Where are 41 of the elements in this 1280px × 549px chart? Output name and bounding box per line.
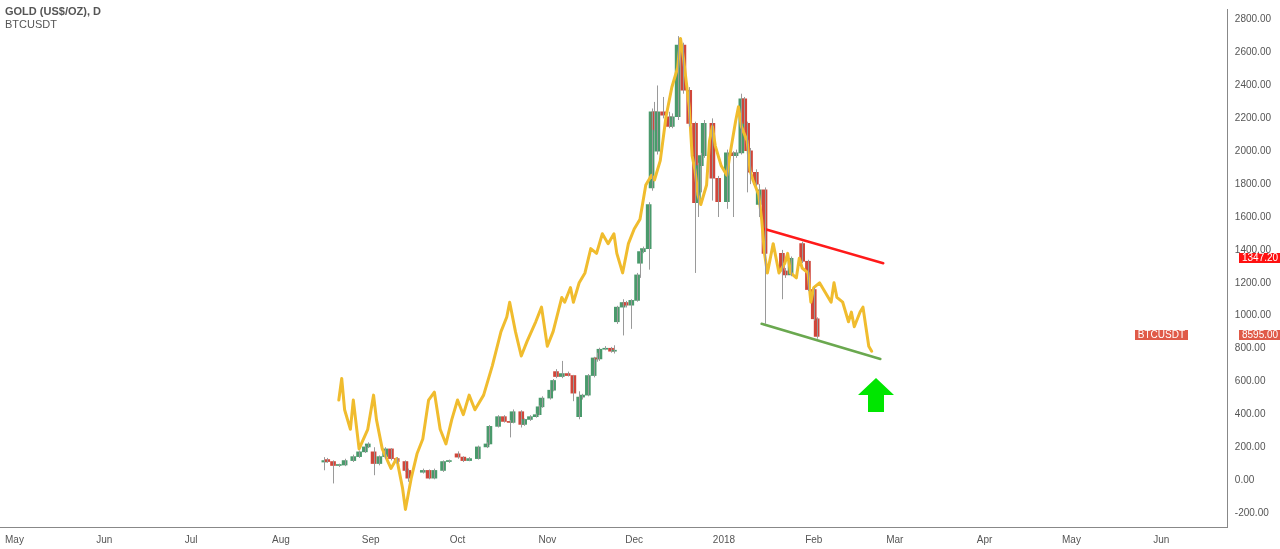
x-tick-label: Oct (449, 533, 466, 545)
text: 1347.20 (1239, 252, 1280, 263)
x-tick-label: Apr (976, 533, 994, 545)
y-tick-label: 1400.00 (1234, 243, 1272, 255)
x-tick-label: Jun (1153, 533, 1170, 545)
x-tick-label: Jul (184, 533, 198, 545)
y-tick-label: 1200.00 (1234, 276, 1272, 288)
y-tick-label: 2600.00 (1234, 46, 1272, 58)
candlestick (558, 360, 565, 379)
x-tick-label: May (5, 533, 24, 545)
candlestick (466, 456, 472, 462)
y-tick-label: 0.00 (1234, 473, 1255, 485)
x-tick-label: Nov (538, 533, 557, 545)
x-tick-label: Dec (625, 533, 644, 545)
y-tick-label: 600.00 (1234, 375, 1266, 387)
candlestick (419, 468, 426, 475)
text: BTCUSDT (5, 18, 57, 31)
y-tick-label: 400.00 (1234, 408, 1266, 420)
candlestick (501, 414, 507, 424)
y-tick-label: 1800.00 (1234, 177, 1272, 189)
x-tick-label: 2018 (712, 533, 736, 545)
y-tick-label: 800.00 (1234, 342, 1266, 354)
y-tick-label: 2000.00 (1234, 144, 1272, 156)
x-tick-label: Feb (805, 533, 823, 545)
candlestick (553, 368, 559, 379)
chart-title: GOLD (US$/OZ), D (5, 5, 101, 18)
text: 8595.00 (1239, 329, 1280, 340)
y-tick-label: 1000.00 (1234, 309, 1272, 321)
annotation: BTCUSDT (1134, 329, 1188, 340)
y-tick-label: 1600.00 (1234, 210, 1272, 222)
y-tick-label: -200.00 (1234, 506, 1270, 518)
y-tick-label: 2800.00 (1234, 13, 1272, 25)
y-tick-label: 2200.00 (1234, 112, 1272, 124)
x-tick-label: Sep (361, 533, 381, 545)
x-tick-label: May (1062, 533, 1081, 545)
y-tick-label: 2400.00 (1234, 79, 1272, 91)
x-tick-label: Jun (96, 533, 113, 545)
x-tick-label: Mar (886, 533, 905, 545)
y-tick-label: 200.00 (1234, 440, 1266, 452)
x-tick-label: Aug (272, 533, 290, 545)
candlestick (495, 414, 501, 429)
